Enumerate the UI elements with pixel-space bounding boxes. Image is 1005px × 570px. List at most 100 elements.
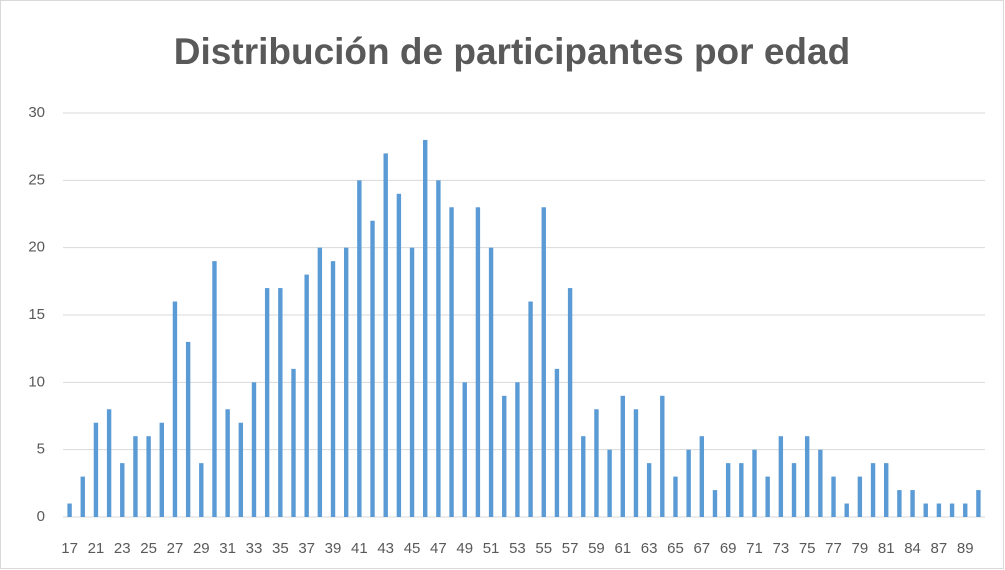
bar (686, 449, 691, 517)
bar (870, 463, 876, 517)
bar (475, 207, 481, 517)
bar (910, 490, 915, 517)
x-tick-label: 87 (931, 540, 948, 557)
y-tick-label: 10 (28, 373, 45, 390)
bar (844, 503, 849, 517)
x-tick-label: 89 (957, 540, 974, 557)
x-tick-label: 45 (404, 540, 421, 557)
bar (264, 288, 270, 517)
bar (146, 436, 151, 517)
x-tick-label: 71 (746, 540, 763, 557)
bar (238, 422, 244, 517)
x-tick-label: 81 (878, 540, 895, 557)
x-tick-label: 49 (456, 540, 473, 557)
x-tick-label: 75 (799, 540, 816, 557)
bar (133, 436, 138, 517)
bar (620, 395, 625, 517)
y-tick-label: 25 (28, 171, 45, 188)
bar (712, 490, 718, 517)
x-tick-label: 41 (351, 540, 368, 557)
bar (818, 449, 823, 517)
bar (567, 288, 573, 517)
bar (607, 449, 612, 517)
bar (752, 449, 757, 517)
bar (949, 503, 955, 517)
x-tick-label: 29 (193, 540, 210, 557)
x-tick-label: 77 (825, 540, 842, 557)
y-tick-label: 30 (28, 104, 45, 121)
bar (278, 288, 283, 517)
bar (765, 476, 770, 517)
x-tick-label: 84 (904, 540, 921, 557)
bar (739, 463, 744, 517)
x-tick-label: 67 (693, 540, 710, 557)
y-tick-label: 5 (37, 441, 45, 458)
x-tick-label: 59 (588, 540, 605, 557)
x-tick-label: 43 (377, 540, 394, 557)
bar (330, 261, 336, 517)
x-tick-label: 65 (667, 540, 684, 557)
x-tick-label: 79 (852, 540, 869, 557)
x-tick-label: 17 (61, 540, 78, 557)
x-tick-label: 33 (246, 540, 263, 557)
bar (515, 382, 520, 517)
x-tick-label: 63 (641, 540, 658, 557)
bar (594, 409, 599, 517)
bar (673, 476, 678, 517)
bar (106, 409, 112, 517)
x-tick-label: 35 (272, 540, 289, 557)
bar (304, 274, 309, 517)
bar (488, 247, 494, 517)
bar (502, 395, 507, 517)
bar (159, 422, 164, 517)
bar (646, 463, 652, 517)
bar (804, 436, 810, 517)
x-tick-label: 27 (167, 540, 184, 557)
bar (778, 436, 784, 517)
chart-title: Distribución de participantes por edad (174, 31, 850, 72)
bar (423, 139, 428, 517)
bar (383, 153, 388, 517)
bar (225, 409, 230, 517)
bar (291, 368, 296, 517)
bar (199, 463, 204, 517)
x-tick-label: 51 (483, 540, 500, 557)
x-tick-label: 23 (114, 540, 131, 557)
x-tick-label: 69 (720, 540, 737, 557)
bar (212, 261, 217, 517)
bar (67, 503, 72, 517)
bar (436, 180, 441, 518)
bar (923, 503, 928, 517)
bar (528, 301, 533, 517)
x-tick-label: 53 (509, 540, 526, 557)
bar (120, 463, 125, 517)
bar (660, 395, 665, 517)
x-tick-label: 37 (298, 540, 315, 557)
bar (343, 247, 349, 517)
bar (725, 463, 731, 517)
bar (357, 180, 362, 518)
bar (251, 382, 257, 517)
bar (581, 436, 586, 517)
x-tick-label: 57 (562, 540, 579, 557)
bar (857, 476, 863, 517)
bar (80, 476, 85, 517)
x-tick-label: 25 (140, 540, 157, 557)
bar (462, 382, 467, 517)
bar (554, 368, 560, 517)
bar (396, 193, 402, 518)
bar (936, 503, 942, 517)
bar (791, 463, 797, 517)
y-tick-label: 15 (28, 306, 45, 323)
bar (185, 341, 191, 517)
bar (409, 247, 415, 517)
bar (633, 409, 639, 517)
bar (541, 207, 546, 517)
x-tick-label: 61 (614, 540, 631, 557)
bar (317, 247, 323, 517)
bar (897, 490, 902, 517)
y-tick-label: 0 (37, 508, 45, 525)
x-tick-label: 73 (772, 540, 789, 557)
